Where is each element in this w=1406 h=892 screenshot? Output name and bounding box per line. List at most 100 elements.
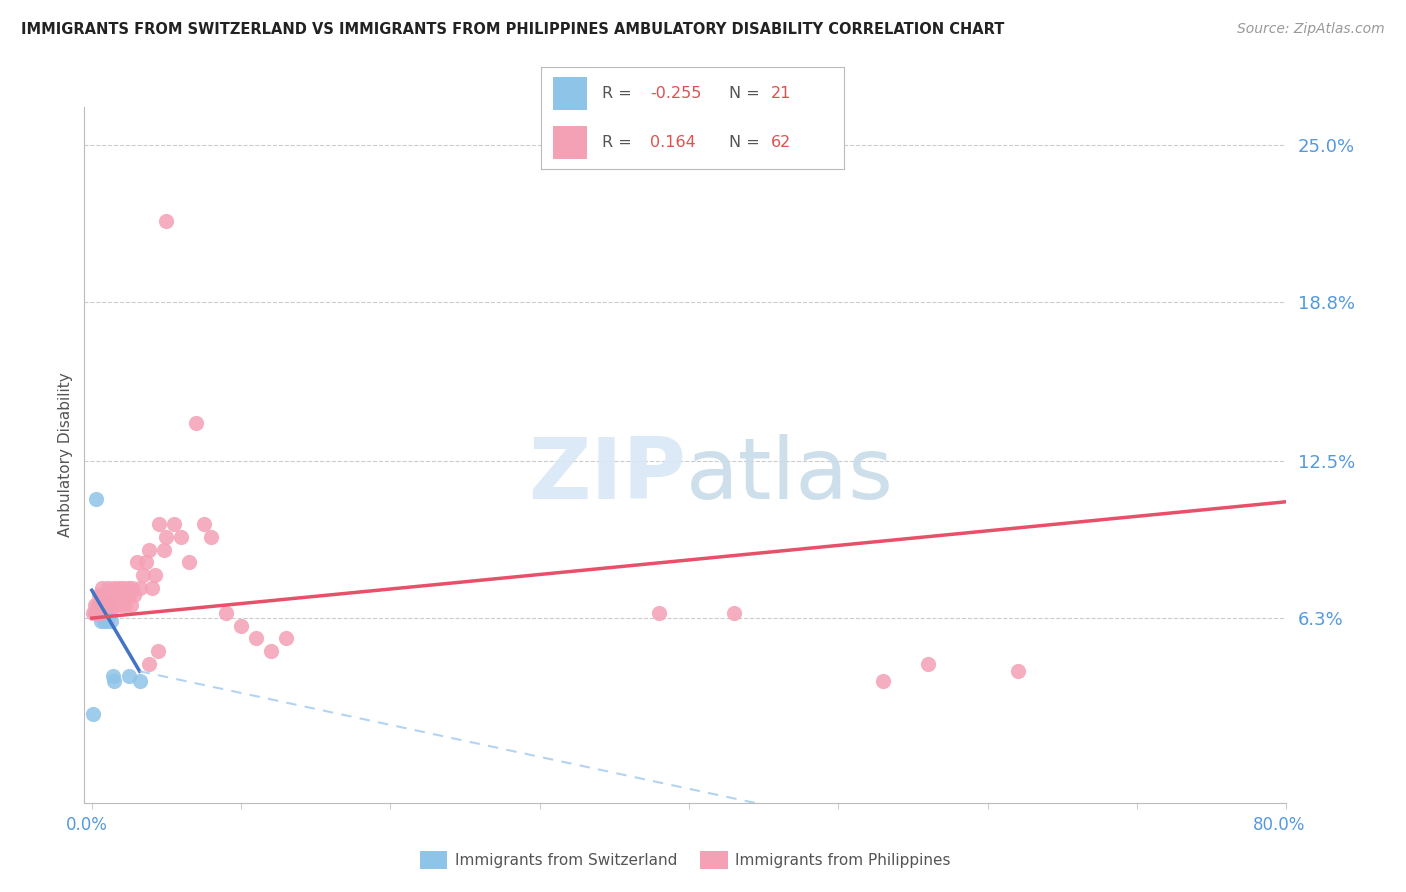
Point — [170, 530, 193, 544]
Text: R =: R = — [602, 136, 641, 151]
Point — [138, 657, 160, 671]
Point — [89, 599, 111, 613]
Point — [114, 599, 136, 613]
Point — [186, 417, 208, 431]
Point — [120, 599, 142, 613]
Point — [105, 588, 128, 602]
Point — [107, 581, 129, 595]
Point — [128, 581, 150, 595]
Point — [101, 599, 124, 613]
Point — [94, 606, 117, 620]
Point — [96, 606, 118, 620]
Point — [141, 581, 163, 595]
Point — [103, 674, 125, 689]
Point — [193, 517, 215, 532]
Point — [117, 581, 139, 595]
Point — [125, 556, 148, 570]
Text: 21: 21 — [770, 86, 792, 101]
Point — [146, 644, 169, 658]
Point — [91, 606, 114, 620]
Text: -0.255: -0.255 — [650, 86, 702, 101]
Text: IMMIGRANTS FROM SWITZERLAND VS IMMIGRANTS FROM PHILIPPINES AMBULATORY DISABILITY: IMMIGRANTS FROM SWITZERLAND VS IMMIGRANT… — [21, 22, 1004, 37]
Point — [93, 599, 115, 613]
Point — [84, 606, 107, 620]
Point — [93, 614, 115, 628]
Point — [83, 599, 105, 613]
Point — [98, 599, 121, 613]
Point — [260, 644, 283, 658]
Point — [245, 632, 267, 646]
Point — [90, 599, 112, 613]
Point — [155, 530, 177, 544]
Point — [148, 517, 170, 532]
Point — [100, 614, 122, 628]
Point — [1007, 665, 1029, 679]
Point — [274, 632, 297, 646]
Text: 0.164: 0.164 — [650, 136, 696, 151]
Point — [101, 669, 124, 683]
Text: atlas: atlas — [686, 434, 893, 517]
Point — [98, 588, 121, 602]
Point — [108, 599, 131, 613]
Point — [87, 599, 110, 613]
Point — [82, 707, 104, 722]
Point — [89, 606, 111, 620]
Text: ZIP: ZIP — [527, 434, 686, 517]
Point — [97, 599, 120, 613]
Text: 62: 62 — [770, 136, 792, 151]
Point — [104, 599, 127, 613]
Y-axis label: Ambulatory Disability: Ambulatory Disability — [58, 373, 73, 537]
Point — [138, 542, 160, 557]
Point — [143, 568, 166, 582]
Point — [90, 614, 112, 628]
FancyBboxPatch shape — [554, 78, 586, 110]
Point — [723, 606, 745, 620]
Point — [89, 588, 111, 602]
Point — [118, 588, 141, 602]
FancyBboxPatch shape — [554, 127, 586, 159]
Point — [163, 517, 186, 532]
Point — [94, 588, 117, 602]
Point — [87, 599, 110, 613]
Point — [103, 588, 125, 602]
Point — [118, 669, 141, 683]
Point — [91, 588, 114, 602]
Point — [872, 674, 894, 689]
Point — [122, 588, 145, 602]
Legend: Immigrants from Switzerland, Immigrants from Philippines: Immigrants from Switzerland, Immigrants … — [413, 846, 957, 875]
Point — [131, 568, 153, 582]
Point — [231, 618, 253, 632]
Point — [93, 599, 115, 613]
Text: R =: R = — [602, 86, 637, 101]
Point — [90, 606, 112, 620]
Point — [84, 606, 107, 620]
Point — [82, 606, 104, 620]
Point — [96, 588, 118, 602]
Point — [103, 581, 125, 595]
Text: N =: N = — [728, 86, 765, 101]
Point — [111, 588, 134, 602]
Text: Source: ZipAtlas.com: Source: ZipAtlas.com — [1237, 22, 1385, 37]
Point — [112, 581, 135, 595]
Text: N =: N = — [728, 136, 765, 151]
Text: 80.0%: 80.0% — [1253, 816, 1306, 834]
Point — [97, 581, 120, 595]
Point — [128, 674, 150, 689]
Text: 0.0%: 0.0% — [66, 816, 108, 834]
Point — [98, 606, 121, 620]
Point — [135, 556, 157, 570]
Point — [91, 581, 114, 595]
Point — [200, 530, 222, 544]
Point — [96, 599, 118, 613]
Point — [648, 606, 671, 620]
Point — [155, 214, 177, 228]
Point — [152, 542, 174, 557]
Point — [115, 588, 138, 602]
Point — [100, 588, 122, 602]
Point — [917, 657, 939, 671]
Point — [177, 556, 200, 570]
Point — [84, 492, 107, 507]
Point — [121, 581, 143, 595]
Point — [83, 606, 105, 620]
Point — [215, 606, 238, 620]
